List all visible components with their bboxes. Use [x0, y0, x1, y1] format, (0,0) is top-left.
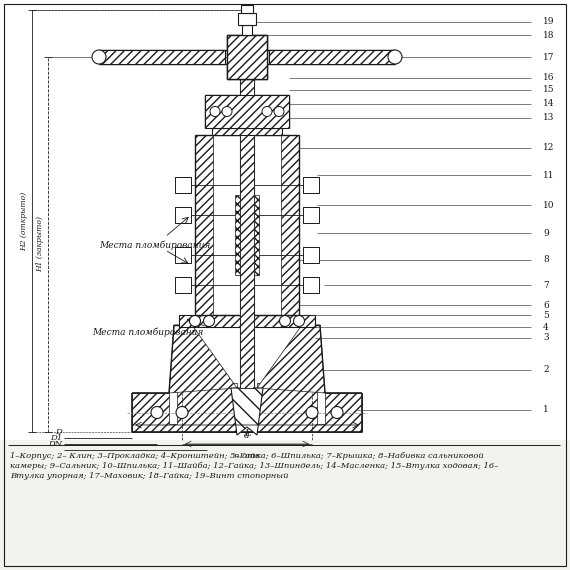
Bar: [241, 5, 253, 13]
Text: Места пломбирования: Места пломбирования: [92, 327, 203, 337]
Text: 12: 12: [543, 144, 555, 153]
Text: DN: DN: [48, 440, 62, 448]
Text: Места пломбирования: Места пломбирования: [99, 240, 211, 250]
Text: L: L: [244, 429, 250, 438]
Bar: [0, 0, 570, 440]
Bar: [303, 207, 319, 223]
Bar: [303, 177, 319, 193]
Bar: [281, 135, 299, 315]
Text: H1 (закрыто): H1 (закрыто): [36, 217, 44, 272]
Text: D1: D1: [50, 434, 62, 442]
Text: 6: 6: [543, 300, 549, 310]
Text: D: D: [55, 428, 62, 436]
Text: n отв: n отв: [234, 452, 260, 460]
Circle shape: [331, 406, 343, 418]
Text: 15: 15: [543, 86, 555, 95]
Text: 11: 11: [543, 170, 555, 180]
Bar: [242, 25, 252, 35]
Bar: [195, 135, 213, 315]
Text: d: d: [244, 431, 250, 440]
Polygon shape: [257, 325, 325, 393]
Text: 1–Корпус; 2– Клин; 3–Прокладка; 4–Кронштейн; 5–Гайка; 6–Шпилька; 7–Крышка; 8–Наб: 1–Корпус; 2– Клин; 3–Прокладка; 4–Кроншт…: [10, 452, 484, 460]
Circle shape: [279, 316, 291, 327]
Bar: [175, 207, 191, 223]
Polygon shape: [99, 50, 225, 64]
Circle shape: [92, 50, 106, 64]
Text: 18: 18: [543, 31, 555, 39]
Bar: [238, 13, 256, 25]
Text: 5: 5: [543, 311, 549, 320]
Bar: [212, 128, 282, 135]
Polygon shape: [231, 388, 263, 435]
Bar: [240, 62, 254, 388]
Polygon shape: [169, 325, 237, 393]
Bar: [303, 277, 319, 293]
Text: 3: 3: [543, 333, 548, 343]
Circle shape: [151, 406, 163, 418]
Circle shape: [274, 107, 284, 116]
Bar: [205, 95, 289, 128]
Circle shape: [176, 406, 188, 418]
Bar: [175, 177, 191, 193]
Circle shape: [388, 50, 402, 64]
Text: 9: 9: [543, 229, 549, 238]
Bar: [175, 277, 191, 293]
Text: камеры; 9–Сальник; 10–Шпилька; 11–Шайба; 12–Гайка; 13–Шпиндель; 14–Масленка; 15–: камеры; 9–Сальник; 10–Шпилька; 11–Шайба;…: [10, 462, 499, 470]
Polygon shape: [169, 383, 237, 424]
Text: 10: 10: [543, 201, 555, 210]
Bar: [179, 315, 315, 327]
Text: Втулка упорная; 17–Маховик; 18–Гайка; 19–Винт стопорный: Втулка упорная; 17–Маховик; 18–Гайка; 19…: [10, 472, 288, 480]
Bar: [235, 195, 259, 275]
Text: 17: 17: [543, 52, 555, 62]
Text: 14: 14: [543, 100, 555, 108]
Bar: [227, 35, 267, 79]
Polygon shape: [269, 50, 395, 64]
Bar: [227, 35, 267, 79]
Text: 1: 1: [543, 405, 549, 414]
Circle shape: [210, 107, 220, 116]
Circle shape: [189, 316, 201, 327]
Text: 4: 4: [543, 323, 549, 332]
Bar: [303, 247, 319, 263]
Circle shape: [306, 406, 318, 418]
Text: 8: 8: [543, 255, 549, 264]
Circle shape: [203, 316, 214, 327]
Text: 7: 7: [543, 280, 549, 290]
Text: 13: 13: [543, 113, 555, 123]
Circle shape: [294, 316, 304, 327]
Text: 19: 19: [543, 18, 555, 26]
Polygon shape: [132, 383, 362, 432]
Text: H2 (открыто): H2 (открыто): [20, 192, 28, 251]
Circle shape: [222, 107, 232, 116]
Bar: [175, 247, 191, 263]
Circle shape: [262, 107, 272, 116]
Text: 2: 2: [543, 365, 548, 374]
Text: 16: 16: [543, 74, 555, 83]
